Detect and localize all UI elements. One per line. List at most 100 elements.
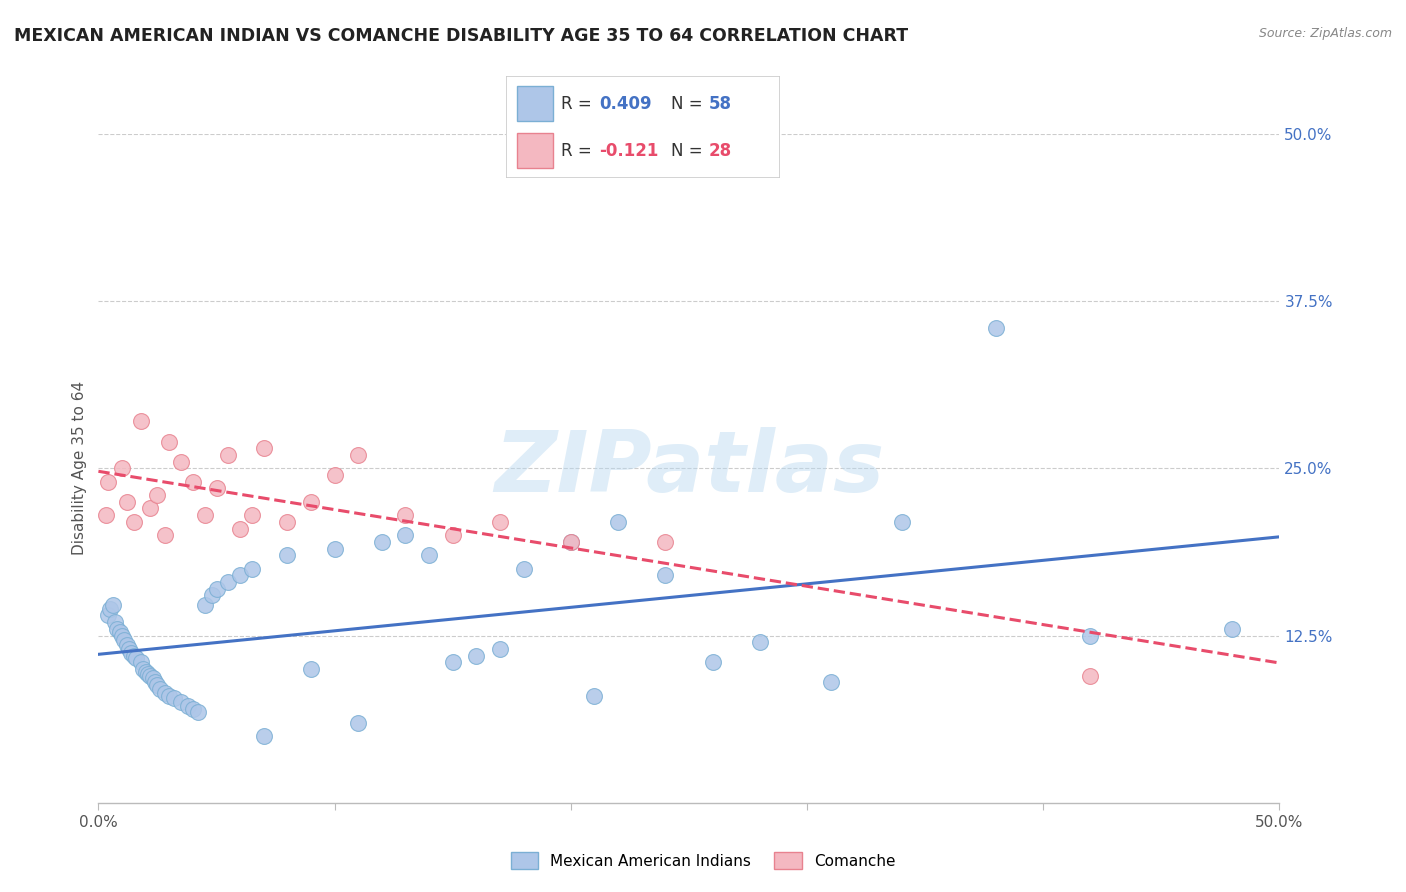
Point — [323, 541, 346, 556]
Point — [98, 602, 121, 616]
FancyBboxPatch shape — [517, 87, 553, 121]
Point — [205, 582, 228, 596]
Point — [108, 624, 131, 639]
Point — [132, 662, 155, 676]
Point — [489, 642, 512, 657]
Point — [129, 655, 152, 669]
Point — [253, 442, 276, 456]
Point — [111, 628, 134, 642]
Point — [465, 648, 488, 663]
Point — [122, 648, 145, 663]
Point — [583, 689, 606, 703]
Point — [441, 655, 464, 669]
Point — [347, 715, 370, 730]
Point — [94, 508, 117, 523]
Point — [299, 662, 322, 676]
Point — [217, 575, 239, 590]
Point — [118, 642, 141, 657]
Point — [181, 475, 204, 489]
Point — [194, 508, 217, 523]
FancyBboxPatch shape — [517, 133, 553, 168]
Point — [394, 528, 416, 542]
Point — [654, 568, 676, 582]
Point — [97, 608, 120, 623]
Point — [702, 655, 724, 669]
Text: R =: R = — [561, 95, 598, 112]
Text: Source: ZipAtlas.com: Source: ZipAtlas.com — [1258, 27, 1392, 40]
Point — [105, 622, 128, 636]
Point — [205, 482, 228, 496]
Point — [153, 528, 176, 542]
Point — [229, 521, 252, 535]
Point — [217, 448, 239, 462]
Point — [560, 535, 582, 549]
Point — [170, 455, 193, 469]
Point — [276, 548, 298, 563]
Point — [512, 562, 534, 576]
Point — [418, 548, 440, 563]
Point — [820, 675, 842, 690]
Point — [984, 321, 1007, 335]
Point — [187, 705, 209, 719]
Point — [201, 589, 224, 603]
Point — [142, 671, 165, 685]
Point — [149, 681, 172, 696]
Point — [170, 696, 193, 710]
Point — [240, 562, 263, 576]
Text: 0.409: 0.409 — [599, 95, 652, 112]
Point — [115, 494, 138, 508]
Point — [347, 448, 370, 462]
Point — [560, 535, 582, 549]
Point — [1080, 669, 1102, 683]
Point — [323, 468, 346, 483]
Text: -0.121: -0.121 — [599, 142, 659, 160]
Text: 28: 28 — [709, 142, 733, 160]
Y-axis label: Disability Age 35 to 64: Disability Age 35 to 64 — [72, 381, 87, 556]
Point — [115, 638, 138, 652]
Point — [253, 729, 276, 743]
Point — [394, 508, 416, 523]
Point — [157, 434, 180, 449]
Point — [1220, 622, 1243, 636]
Point — [125, 651, 148, 665]
Point — [97, 475, 120, 489]
Point — [139, 669, 162, 683]
Point — [104, 615, 127, 630]
Point — [276, 515, 298, 529]
Text: MEXICAN AMERICAN INDIAN VS COMANCHE DISABILITY AGE 35 TO 64 CORRELATION CHART: MEXICAN AMERICAN INDIAN VS COMANCHE DISA… — [14, 27, 908, 45]
Point — [748, 635, 770, 649]
Point — [122, 515, 145, 529]
Text: N =: N = — [671, 95, 707, 112]
Text: N =: N = — [671, 142, 707, 160]
Point — [146, 488, 169, 502]
Point — [157, 689, 180, 703]
Text: R =: R = — [561, 142, 598, 160]
Point — [111, 461, 134, 475]
Legend: Mexican American Indians, Comanche: Mexican American Indians, Comanche — [505, 846, 901, 875]
Point — [146, 678, 169, 692]
Point — [135, 665, 157, 679]
Point — [177, 699, 200, 714]
Point — [136, 667, 159, 681]
Point — [607, 515, 630, 529]
Point — [143, 675, 166, 690]
Point — [121, 646, 143, 660]
Point — [194, 598, 217, 612]
Text: ZIPatlas: ZIPatlas — [494, 426, 884, 510]
Point — [890, 515, 912, 529]
Point — [129, 415, 152, 429]
Point — [101, 598, 124, 612]
Point — [181, 702, 204, 716]
Point — [139, 501, 162, 516]
Point — [112, 632, 135, 647]
Point — [489, 515, 512, 529]
Text: 58: 58 — [709, 95, 733, 112]
Point — [229, 568, 252, 582]
Point — [654, 535, 676, 549]
Point — [371, 535, 394, 549]
Point — [153, 686, 176, 700]
Point — [240, 508, 263, 523]
Point — [1080, 628, 1102, 642]
FancyBboxPatch shape — [506, 76, 780, 178]
Point — [163, 691, 186, 706]
